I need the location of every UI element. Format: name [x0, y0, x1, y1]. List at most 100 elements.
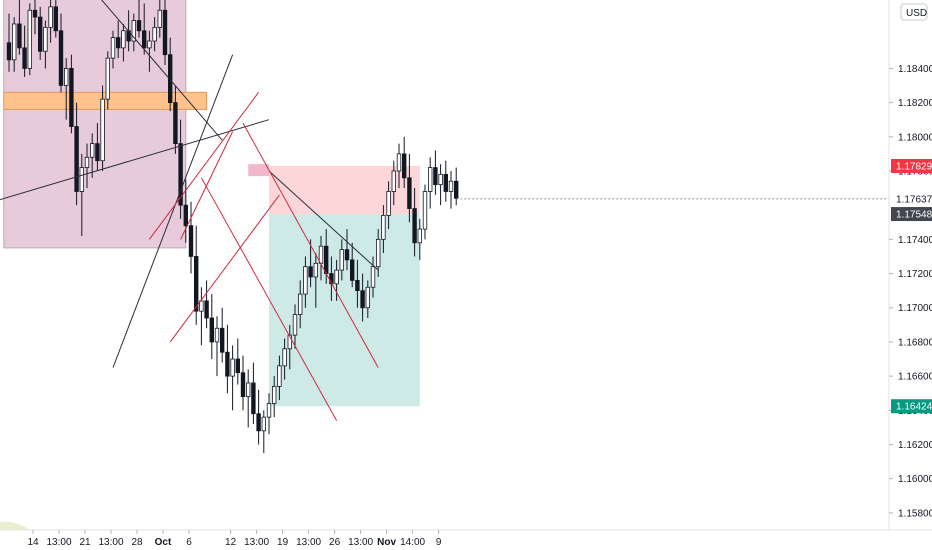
candle: [100, 85, 105, 171]
candle: [235, 338, 240, 385]
plot-area[interactable]: [0, 0, 889, 454]
candle-body: [43, 26, 48, 52]
candle: [121, 23, 126, 62]
candle: [375, 229, 381, 277]
time-tick-label: 13:00: [244, 537, 269, 548]
candle: [27, 3, 32, 76]
candle: [433, 150, 438, 195]
candle: [152, 17, 157, 52]
candle-body: [95, 143, 100, 162]
currency-selector[interactable]: [900, 3, 928, 21]
candle-body: [349, 259, 355, 281]
candle-body: [69, 67, 74, 127]
candle-body: [48, 6, 53, 28]
candle-body: [178, 143, 183, 206]
time-tick-label: 14:00: [400, 537, 425, 548]
candle-body: [339, 249, 344, 271]
candle: [334, 259, 339, 301]
candle: [79, 153, 84, 236]
candle-body: [417, 228, 422, 244]
trendlines-layer: [0, 0, 379, 421]
time-tick-label: Oct: [155, 537, 172, 548]
volume-indicator-shape: [0, 521, 30, 530]
candle: [162, 0, 168, 65]
candle: [422, 184, 428, 240]
candle: [396, 143, 402, 189]
candle-body: [391, 170, 396, 192]
candle: [173, 85, 178, 154]
candle: [6, 13, 12, 72]
candle: [386, 181, 391, 230]
candle-body: [199, 300, 204, 312]
candle-body: [256, 413, 261, 432]
candle: [90, 133, 95, 178]
price-tick-label: 1.16000: [898, 474, 932, 485]
candle-body: [412, 208, 417, 244]
candle-body: [204, 300, 209, 319]
time-tick-label: 19: [277, 537, 289, 548]
time-tick-label: 13:00: [98, 537, 123, 548]
candle: [245, 369, 251, 428]
candle-body: [58, 30, 64, 86]
candle: [381, 205, 386, 254]
price-axis[interactable]: USD 1.184001.182001.180001.178001.174001…: [888, 0, 932, 530]
candle-body: [381, 215, 386, 240]
candle: [344, 229, 350, 271]
time-tick-label: 9: [436, 537, 442, 548]
candle: [38, 6, 43, 60]
candle: [48, 0, 53, 43]
candle-body: [121, 30, 126, 49]
candle: [188, 201, 194, 274]
candle: [167, 37, 173, 112]
candle: [412, 188, 417, 257]
candle-body: [375, 238, 381, 268]
candle-body: [167, 54, 173, 103]
candle-body: [173, 102, 178, 145]
price-ticks: 1.184001.182001.180001.178001.174001.172…: [889, 64, 932, 519]
candle: [69, 54, 74, 134]
candle: [401, 136, 407, 189]
time-ticks: 14 13:00 21 13:00 28 Oct 6 12 13:00 19 13:00 26 13:0…: [27, 530, 442, 548]
stop-price-tag: 1.17829: [896, 162, 932, 173]
candle: [178, 119, 183, 219]
candle: [355, 259, 360, 308]
candle: [287, 324, 292, 370]
candle-body: [131, 20, 136, 42]
time-axis[interactable]: 14 13:00 21 13:00 28 Oct 6 12 13:00 19 13:00 26 13:0…: [0, 529, 932, 548]
candle-body: [433, 167, 438, 186]
time-tick-label: 26: [329, 537, 341, 548]
candle-body: [27, 9, 32, 69]
candle-body: [22, 47, 27, 69]
candle-body: [84, 156, 90, 168]
candle: [11, 17, 17, 72]
trend-line: [268, 170, 379, 271]
price-tick-label: 1.16600: [898, 372, 932, 383]
candle-body: [105, 57, 110, 100]
candle-body: [313, 262, 318, 278]
candle: [266, 393, 272, 435]
candle-body: [303, 266, 308, 295]
candles-layer: [6, 0, 459, 454]
candle-body: [407, 177, 412, 209]
candle-body: [152, 26, 157, 42]
candle-body: [147, 40, 152, 49]
candle-body: [365, 286, 370, 309]
candle-body: [401, 153, 407, 179]
candle: [292, 304, 298, 349]
candle: [308, 239, 313, 288]
candle: [43, 20, 48, 69]
stop-loss-zone: [269, 166, 420, 215]
candle: [214, 316, 220, 377]
candle-body: [100, 98, 105, 162]
candle-body: [235, 358, 240, 374]
time-tick-label: 13:00: [296, 537, 321, 548]
candle-body: [214, 327, 220, 343]
trend-line: [242, 122, 379, 368]
candle-body: [386, 191, 391, 216]
candle: [365, 280, 370, 318]
candle: [193, 225, 199, 325]
time-tick-label: 28: [131, 537, 143, 548]
candle-body: [53, 6, 58, 32]
